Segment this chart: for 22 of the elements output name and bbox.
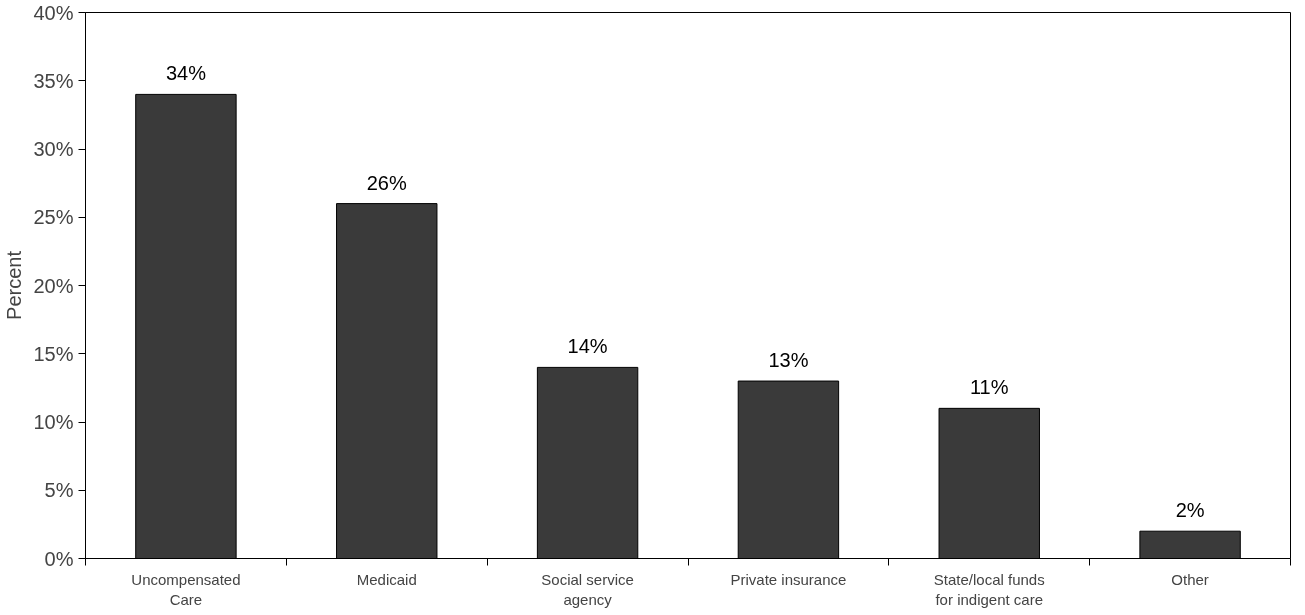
y-tick-label: 30% (33, 138, 74, 160)
data-label: 14% (567, 335, 608, 358)
x-tick-label: Medicaid (356, 570, 417, 588)
x-tick-label: Social service agency (541, 570, 634, 608)
data-label: 34% (165, 62, 207, 85)
y-axis-title: Percent (3, 250, 26, 320)
x-tick-label: Private insurance (730, 570, 847, 588)
x-tick-label: State/local funds for indigent care (933, 570, 1045, 608)
y-tick-label: 40% (33, 1, 74, 24)
data-label: 13% (768, 349, 809, 372)
y-tick-label: 5% (44, 479, 74, 502)
data-label: 11% (969, 376, 1009, 399)
x-tick-label: Other (1171, 570, 1209, 588)
data-label: 2% (1175, 499, 1205, 522)
x-tick-label: Uncompensated Care (131, 570, 241, 608)
y-tick-label: 25% (33, 206, 74, 229)
y-tick-label: 20% (33, 274, 74, 297)
y-tick-label: 35% (33, 69, 74, 92)
y-tick-label: 0% (44, 547, 74, 570)
data-label: 26% (366, 171, 407, 194)
y-tick-label: 15% (33, 342, 74, 365)
y-tick-label: 10% (33, 411, 74, 433)
